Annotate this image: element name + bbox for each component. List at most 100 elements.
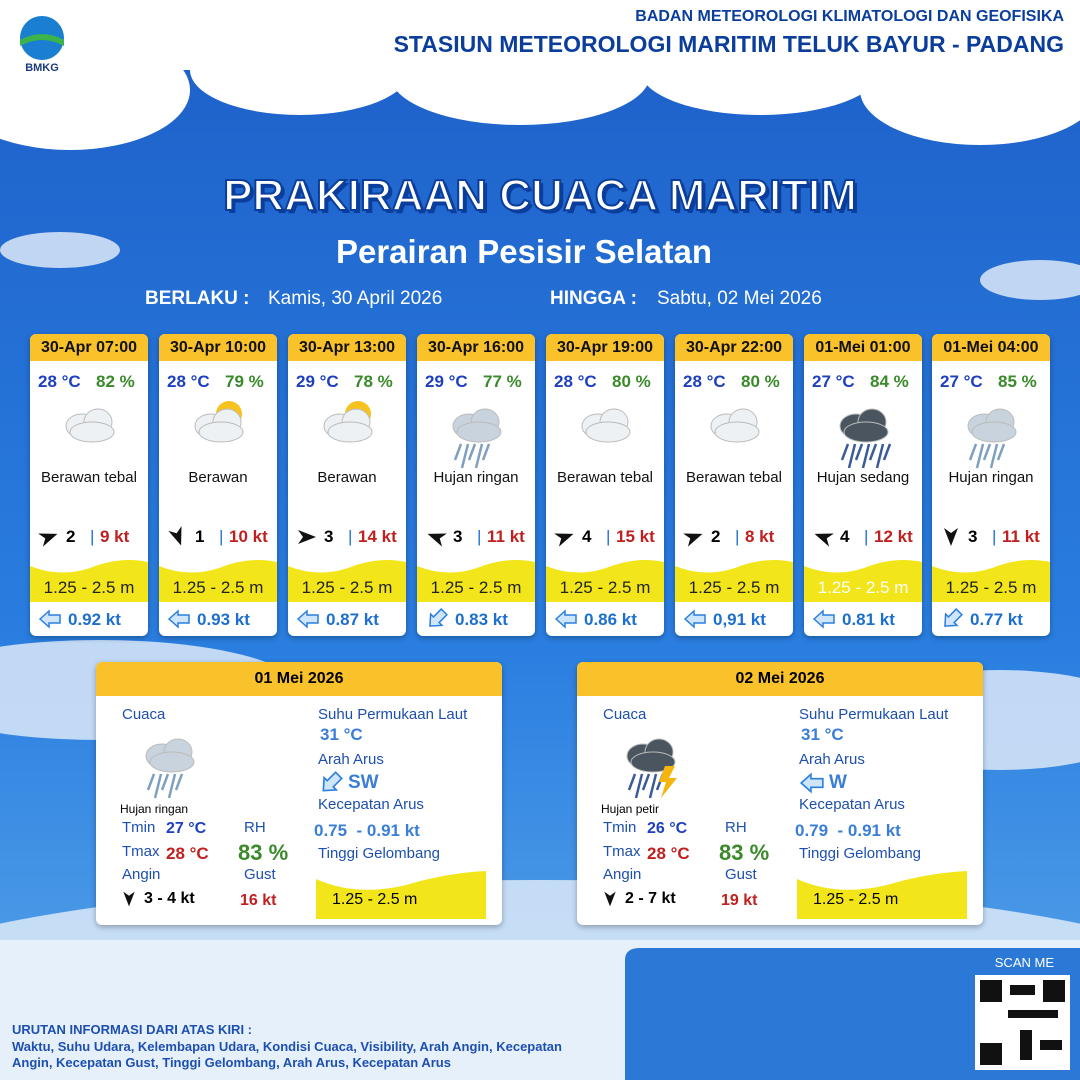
- card-weather: Berawan: [317, 469, 377, 486]
- weather-icon: [323, 401, 373, 443]
- current-arrow-icon: [944, 608, 963, 627]
- label-current-dir: Arah Arus: [318, 751, 384, 768]
- wind-arrow: [120, 890, 138, 913]
- separator: |: [219, 527, 224, 546]
- card-rh: 80 %: [612, 372, 651, 391]
- label-weather: Cuaca: [603, 706, 647, 723]
- wave-shape: [159, 560, 277, 602]
- forecast-card: 30-Apr 16:00 29 °C 77 % Hujan ringan 3 | 11 kt…: [417, 334, 535, 636]
- wind-arrow: [296, 526, 318, 553]
- card-current: 0,91 kt: [713, 610, 766, 629]
- card-wind: 3: [324, 527, 334, 546]
- icon-wrap: [697, 392, 777, 477]
- card-gust: 9 kt: [100, 527, 130, 546]
- weather-icon: [145, 738, 195, 799]
- label-tmax: Tmax: [122, 843, 160, 860]
- card-temp: 27 °C: [940, 372, 983, 391]
- panel-sst: 31 °C: [320, 725, 363, 744]
- label-tmin: Tmin: [122, 819, 156, 836]
- info-text: Waktu, Suhu Udara, Kelembapan Udara, Kon…: [12, 1039, 562, 1070]
- card-current: 0.93 kt: [197, 610, 250, 629]
- separator: |: [864, 527, 869, 546]
- card-temp: 28 °C: [38, 372, 81, 391]
- wave-shape: [316, 871, 486, 919]
- wave-shape: [417, 560, 535, 602]
- scan-me: SCAN ME: [994, 955, 1054, 970]
- panel-rh: 83 %: [719, 840, 770, 865]
- card-time: 30-Apr 16:00: [417, 334, 535, 361]
- current-arrow-icon: [554, 609, 577, 629]
- logo-text: BMKG: [25, 62, 59, 74]
- current-arrow-icon: [812, 609, 835, 629]
- card-time: 01-Mei 01:00: [804, 334, 922, 361]
- forecast-card: 30-Apr 07:00 28 °C 82 % Berawan tebal 2 | 9 kt…: [30, 334, 148, 636]
- label-gust: Gust: [725, 866, 757, 883]
- card-weather: Berawan tebal: [557, 469, 653, 486]
- icon-wrap: [954, 392, 1034, 477]
- card-rh: 82 %: [96, 372, 135, 391]
- current-arrow: [38, 609, 62, 634]
- to-label: HINGGA :: [550, 288, 637, 309]
- card-current: 0.83 kt: [455, 610, 508, 629]
- wind-arrow: [554, 526, 576, 553]
- weather-icon: [452, 408, 502, 469]
- card-temp: 27 °C: [812, 372, 855, 391]
- panel-tmin: 26 °C: [647, 820, 688, 837]
- weather-icon: [839, 408, 892, 469]
- wave-shape: [288, 560, 406, 602]
- wave-bg: [675, 552, 793, 607]
- card-wind: 3: [453, 527, 463, 546]
- separator: |: [992, 527, 997, 546]
- wave-shape: [546, 560, 664, 602]
- card-wave: 1.25 - 2.5 m: [301, 578, 393, 597]
- card-rh: 84 %: [870, 372, 909, 391]
- card-wave: 1.25 - 2.5 m: [172, 578, 264, 597]
- card-rh: 78 %: [354, 372, 393, 391]
- panel-current-speed: 0.79 - 0.91 kt: [795, 821, 901, 840]
- card-temp: 29 °C: [425, 372, 468, 391]
- card-wave: 1.25 - 2.5 m: [430, 578, 522, 597]
- label-wave: Tinggi Gelombang: [318, 845, 441, 862]
- wind-arrow-icon: [554, 533, 574, 547]
- card-weather: Berawan: [188, 469, 248, 486]
- card-current: 0.92 kt: [68, 610, 121, 629]
- icon-wrap: [181, 392, 261, 477]
- forecast-card: 30-Apr 13:00 29 °C 78 % Berawan 3 | 14 kt 1.25 …: [288, 334, 406, 636]
- card-time: 30-Apr 10:00: [159, 334, 277, 361]
- wave-shape: [804, 560, 922, 602]
- current-arrow: [425, 608, 449, 634]
- from-date: Kamis, 30 April 2026: [268, 288, 443, 309]
- wave-bg: [316, 867, 486, 924]
- forecast-card: 30-Apr 19:00 28 °C 80 % Berawan tebal 4 | 15 k…: [546, 334, 664, 636]
- forecast-card: 30-Apr 10:00 28 °C 79 % Berawan 1 | 10 kt 1.25 …: [159, 334, 277, 636]
- org: BADAN METEOROLOGI KLIMATOLOGI DAN GEOFIS…: [635, 8, 1064, 25]
- current-arrow: [940, 608, 964, 634]
- icon-wrap: [613, 722, 693, 807]
- current-arrow-icon: [799, 772, 824, 794]
- title: PRAKIRAAN CUACA MARITIM: [222, 170, 858, 221]
- to-date: Sabtu, 02 Mei 2026: [657, 288, 822, 309]
- card-wave: 1.25 - 2.5 m: [945, 578, 1037, 597]
- panel-tmax: 28 °C: [166, 844, 209, 863]
- icon-wrap: [826, 392, 906, 477]
- card-temp: 28 °C: [554, 372, 597, 391]
- card-wave: 1.25 - 2.5 m: [817, 578, 909, 597]
- panel-weather: Hujan ringan: [120, 802, 189, 816]
- label-sst: Suhu Permukaan Laut: [318, 706, 468, 723]
- wave-bg: [797, 867, 967, 924]
- wave-bg: [30, 552, 148, 607]
- daily-panel: 01 Mei 2026 Cuaca Hujan ringan Tmin 27 °C Tma…: [96, 662, 502, 925]
- icon-wrap: [132, 722, 212, 807]
- icon-wrap: [310, 392, 390, 477]
- wind-arrow-icon: [944, 528, 958, 546]
- wave-shape: [932, 560, 1050, 602]
- panel-current-speed: 0.75 - 0.91 kt: [314, 821, 420, 840]
- separator: |: [90, 527, 95, 546]
- card-wind: 4: [582, 527, 592, 546]
- wave-bg: [932, 552, 1050, 607]
- panel-current-dir: W: [829, 772, 847, 793]
- daily-panel: 02 Mei 2026 Cuaca Hujan petir Tmin 26 °C Tmax…: [577, 662, 983, 925]
- wind-arrow-icon: [168, 526, 182, 546]
- card-rh: 85 %: [998, 372, 1037, 391]
- current-arrow-icon: [167, 609, 190, 629]
